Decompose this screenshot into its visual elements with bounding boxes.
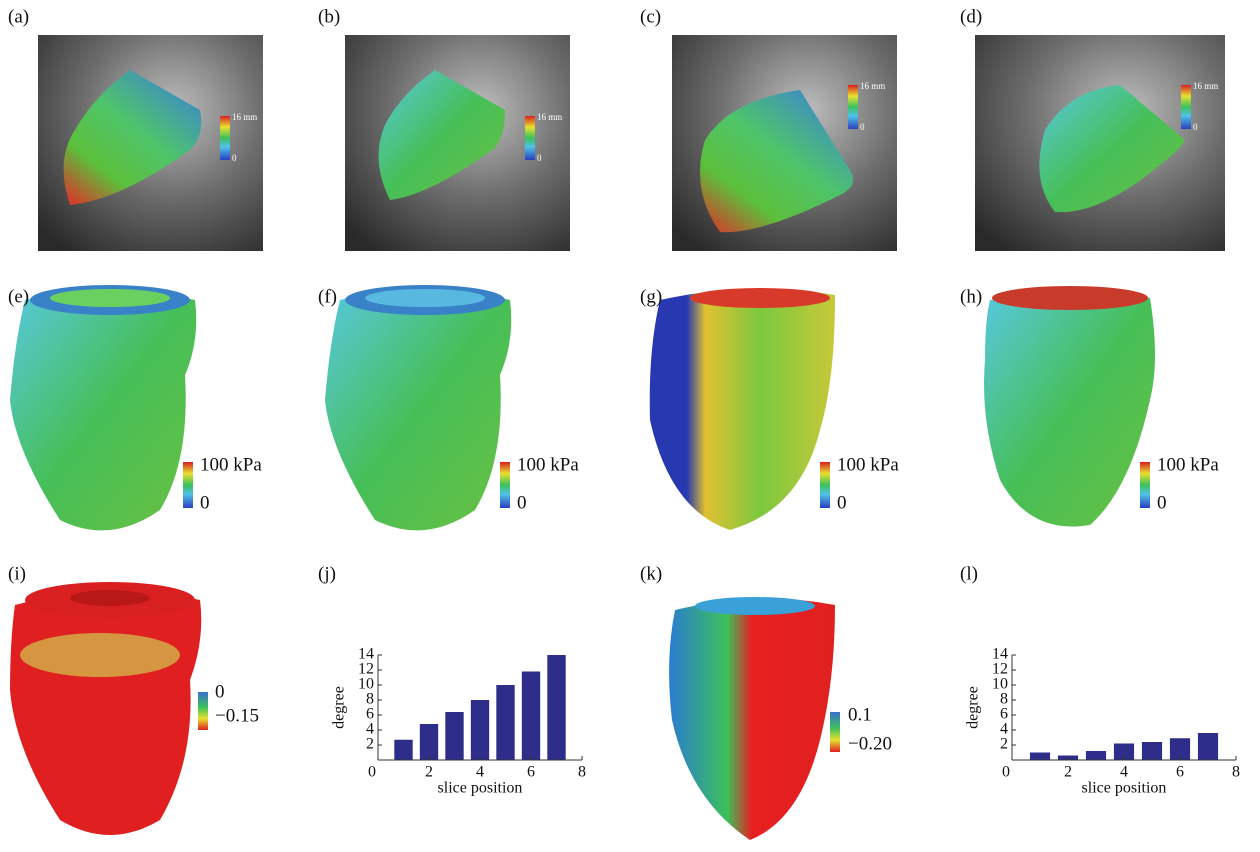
y-tick-label: 12 [992,661,1008,678]
bar [1029,752,1051,760]
bar [470,700,490,760]
colorbar-max: 0 [215,681,225,702]
panel-label: (a) [8,6,29,27]
bar [547,655,566,760]
colorbar-max: 16 mm [860,81,885,91]
bar [1197,733,1219,760]
y-tick-label: 8 [366,691,374,708]
bar [445,712,464,760]
x-tick-label: 6 [527,764,535,781]
colorbar-min: −0.15 [215,705,259,726]
x-axis-label: slice position [1082,780,1167,797]
colorbar-max: 16 mm [1193,81,1218,91]
y-tick-label: 2 [1000,736,1008,753]
panel-label: (j) [318,563,336,584]
panel-label: (i) [8,563,26,584]
bar [1113,743,1135,760]
panel-label: (h) [960,286,982,307]
x-tick-label: 0 [1002,764,1010,781]
y-tick-label: 4 [366,721,374,738]
colorbar-min: −0.20 [848,733,892,754]
y-axis-label: degree [965,686,982,729]
x-tick-label: 4 [476,764,484,781]
panel-label: (l) [960,563,978,584]
colorbar-min: 0 [860,122,865,132]
panel-label: (g) [640,286,662,307]
colorbar-min: 0 [837,492,847,513]
panel-label: (c) [640,6,661,27]
panel-label: (e) [8,286,29,307]
colorbar-max: 100 kPa [200,454,262,475]
y-tick-label: 8 [1000,691,1008,708]
colorbar-min: 0 [200,492,210,513]
y-tick-label: 10 [358,676,374,693]
panel-label: (k) [640,563,662,584]
x-tick-label: 2 [1064,764,1072,781]
y-tick-label: 6 [366,706,374,723]
bar [1085,751,1107,760]
y-tick-label: 10 [992,676,1008,693]
colorbar-labels: 16 mm 0 16 mm 0 16 mm 0 16 mm 0 100 kPa … [200,81,1219,754]
colorbar-min: 0 [232,153,237,163]
panel-label: (f) [318,286,337,307]
strain-hearts [10,582,835,840]
bar [1169,738,1191,760]
x-axis-label: slice position [438,780,523,797]
colorbar-min: 0 [517,492,527,513]
x-tick-label: 8 [1232,764,1240,781]
panel-label: (b) [318,6,340,27]
colorbar-min: 0 [537,153,542,163]
bar [521,671,541,760]
colorbar-max: 100 kPa [1157,454,1219,475]
bar [394,739,413,760]
stress-hearts [10,285,1155,531]
y-tick-label: 12 [358,661,374,678]
y-tick-label: 4 [1000,721,1008,738]
colorbars [183,85,1191,752]
bar [496,685,515,760]
colorbar-max: 16 mm [537,112,562,122]
x-tick-label: 6 [1176,764,1184,781]
colorbar-max: 0.1 [848,704,872,725]
x-tick-label: 2 [425,764,433,781]
colorbar-max: 100 kPa [517,454,579,475]
colorbar-min: 0 [1193,122,1198,132]
y-tick-label: 6 [1000,706,1008,723]
y-axis-label: degree [331,686,348,729]
y-tick-label: 14 [992,646,1008,663]
mri-images [38,35,1225,251]
y-tick-label: 14 [358,646,374,663]
colorbar-max: 16 mm [232,112,257,122]
bar [419,724,439,760]
panel-labels: (a) (b) (c) (d) (e) (f) (g) (h) (i) (j) … [8,6,982,584]
colorbar-min: 0 [1157,492,1167,513]
panel-label: (d) [960,6,982,27]
x-tick-label: 4 [1120,764,1128,781]
bar [1141,742,1163,760]
x-tick-label: 8 [578,764,586,781]
x-tick-label: 0 [368,764,376,781]
colorbar-max: 100 kPa [837,454,899,475]
y-tick-label: 2 [366,736,374,753]
